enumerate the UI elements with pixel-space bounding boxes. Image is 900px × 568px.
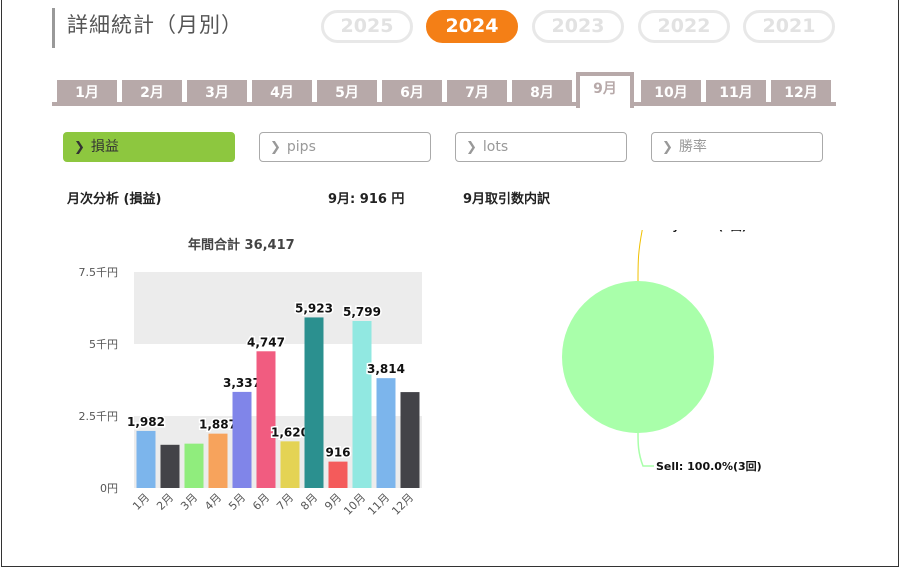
chevron-right-icon: ❯ <box>270 140 281 155</box>
bar-value-label: 5,923 <box>295 301 333 315</box>
bar-8月 <box>304 317 324 488</box>
month-tabs: 1月 2月 3月 4月 5月 6月 7月 8月 9月 10月 11月 12月 <box>52 72 836 108</box>
y-tick-label: 5千円 <box>89 338 118 351</box>
trade-breakdown-label: 9月取引数内訳 <box>463 192 551 207</box>
x-tick-label: 4月 <box>202 491 224 513</box>
y-tick-label: 7.5千円 <box>79 266 119 279</box>
tab-month-11[interactable]: 11月 <box>706 80 766 106</box>
tab-month-6[interactable]: 6月 <box>382 80 442 106</box>
month-profit-value: 9月: 916 円 <box>328 192 405 207</box>
tab-month-8[interactable]: 8月 <box>512 80 572 106</box>
metric-label: lots <box>482 139 509 155</box>
y-tick-label: 0円 <box>100 482 118 495</box>
tab-month-9[interactable]: 9月 <box>576 72 634 108</box>
page-title: 詳細統計（月別） <box>52 8 243 48</box>
metric-button-winrate[interactable]: ❯ 勝率 <box>651 132 823 162</box>
year-button-2024[interactable]: 2024 <box>426 10 518 43</box>
metric-label: 勝率 <box>678 139 707 155</box>
tab-month-7[interactable]: 7月 <box>447 80 507 106</box>
bar-value-label: 3,337 <box>223 376 261 390</box>
bar-value-label: 1,887 <box>199 418 237 432</box>
x-tick-label: 10月 <box>341 491 368 518</box>
bar-3月 <box>184 443 204 488</box>
bar-11月 <box>376 378 396 488</box>
x-tick-label: 11月 <box>365 491 392 518</box>
metric-label: 損益 <box>90 139 119 155</box>
page-title-text: 詳細統計（月別） <box>67 13 243 37</box>
bar-9月 <box>328 461 348 488</box>
tab-month-5[interactable]: 5月 <box>317 80 377 106</box>
sell-label-connector <box>637 432 654 467</box>
tab-month-12[interactable]: 12月 <box>771 80 831 106</box>
plot-band <box>134 416 422 488</box>
year-button-2025[interactable]: 2025 <box>321 10 413 43</box>
bar-value-label: 1,982 <box>127 415 165 429</box>
y-tick-label: 2.5千円 <box>79 410 119 423</box>
metric-button-lots[interactable]: ❯ lots <box>455 132 627 162</box>
metric-label: pips <box>286 139 316 155</box>
tab-month-1[interactable]: 1月 <box>57 80 117 106</box>
tab-month-4[interactable]: 4月 <box>252 80 312 106</box>
x-tick-label: 8月 <box>298 491 320 513</box>
chevron-right-icon: ❯ <box>466 140 477 155</box>
plot-band <box>134 272 422 344</box>
bar-5月 <box>232 391 252 488</box>
bar-12月 <box>400 392 420 488</box>
bar-value-label: 5,799 <box>343 305 381 319</box>
bar-1月 <box>136 430 156 488</box>
pie-slice-sell <box>562 281 714 433</box>
bar-6月 <box>256 351 276 488</box>
bar-value-label: 4,747 <box>247 335 285 349</box>
tab-month-3[interactable]: 3月 <box>187 80 247 106</box>
year-button-2022[interactable]: 2022 <box>638 10 730 43</box>
chevron-right-icon: ❯ <box>662 140 673 155</box>
year-button-2021[interactable]: 2021 <box>743 10 835 43</box>
bar-value-label: 3,814 <box>367 362 405 376</box>
year-button-2023[interactable]: 2023 <box>532 10 624 43</box>
chart-title: 年間合計 36,417 <box>188 238 295 253</box>
bar-7月 <box>280 441 300 488</box>
x-tick-label: 5月 <box>226 491 248 513</box>
monthly-analysis-label: 月次分析 (損益) <box>67 192 162 207</box>
buy-slice-label: Buy: 0.0%(0回) <box>656 230 747 233</box>
sell-slice-label: Sell: 100.0%(3回) <box>656 459 762 473</box>
tab-month-10[interactable]: 10月 <box>641 80 701 106</box>
x-tick-label: 7月 <box>274 491 296 513</box>
bar-2月 <box>160 444 180 488</box>
metric-button-profit[interactable]: ❯ 損益 <box>63 132 235 162</box>
trade-breakdown-pie: Buy: 0.0%(0回) Sell: 100.0%(3回) <box>562 230 762 473</box>
x-tick-label: 2月 <box>154 491 176 513</box>
bar-value-label: 1,620 <box>271 425 309 439</box>
chevron-right-icon: ❯ <box>74 140 85 155</box>
bar-4月 <box>208 433 228 488</box>
profit-bar-chart: 0円 2.5千円 5千円 7.5千円 1,982 1月 2月 3月 1,887 4月 3,337 5月… <box>79 266 422 518</box>
bar-value-label: 916 <box>325 446 350 460</box>
metric-button-pips[interactable]: ❯ pips <box>259 132 431 162</box>
x-tick-label: 3月 <box>178 491 200 513</box>
x-tick-label: 6月 <box>250 491 272 513</box>
bar-10月 <box>352 320 372 488</box>
x-tick-label: 1月 <box>130 491 152 513</box>
tab-month-2[interactable]: 2月 <box>122 80 182 106</box>
x-tick-label: 12月 <box>389 491 416 518</box>
buy-label-connector <box>637 230 643 282</box>
